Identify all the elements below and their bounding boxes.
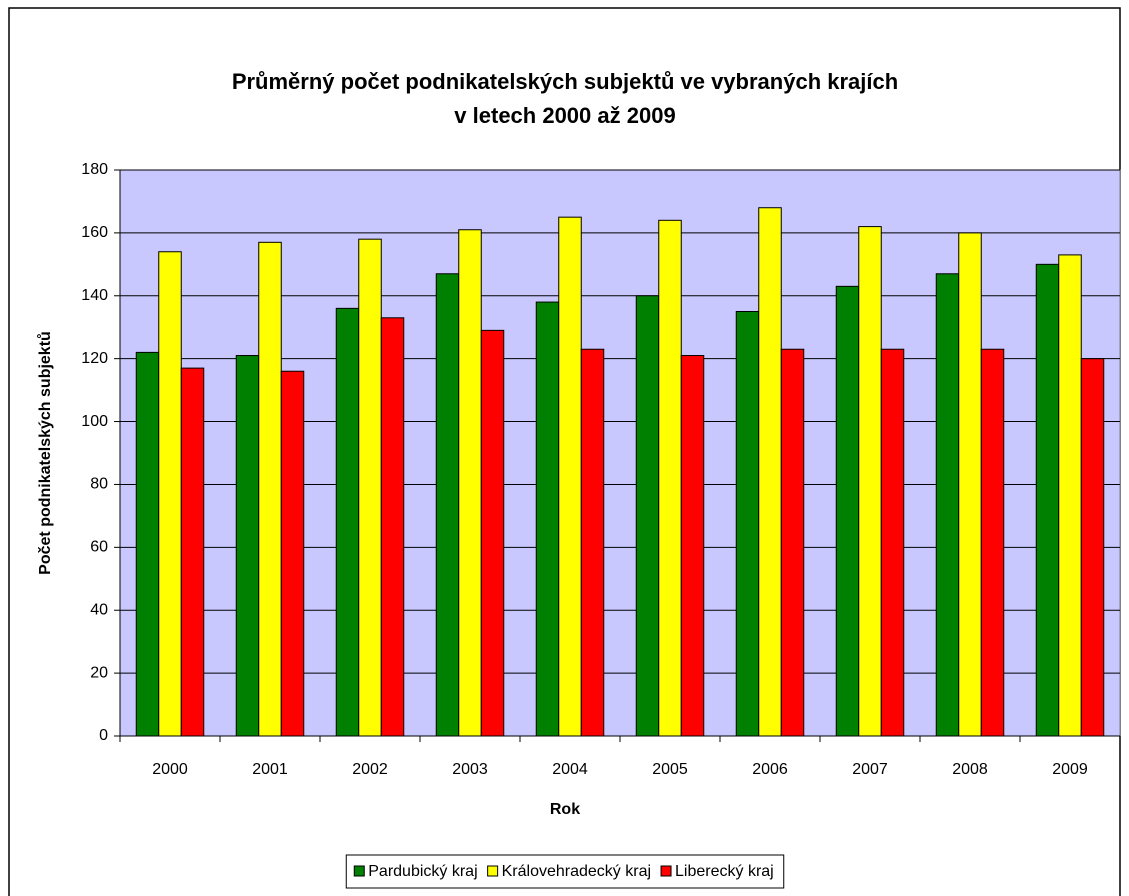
bar <box>958 232 982 737</box>
y-tick-label: 140 <box>81 287 108 304</box>
bar <box>380 317 405 737</box>
bar <box>780 348 805 737</box>
bar <box>635 295 660 737</box>
legend-label: Pardubický kraj <box>368 863 477 880</box>
x-tick-label: 2002 <box>352 761 388 778</box>
bar <box>535 301 560 737</box>
bar <box>558 216 582 737</box>
bar <box>1080 358 1105 737</box>
y-tick-label: 80 <box>90 476 108 493</box>
x-tick-label: 2006 <box>752 761 788 778</box>
x-tick-label: 2005 <box>652 761 688 778</box>
x-tick-label: 2001 <box>252 761 288 778</box>
x-tick-label: 2008 <box>952 761 988 778</box>
bar <box>458 229 482 737</box>
y-tick-label: 100 <box>81 413 108 430</box>
y-tick-label: 20 <box>90 664 108 681</box>
bar <box>480 329 505 737</box>
chart-title: v letech 2000 až 2009 <box>454 103 675 128</box>
bar <box>435 273 460 737</box>
y-tick-label: 40 <box>90 601 108 618</box>
x-tick-label: 2004 <box>552 761 588 778</box>
x-tick-label: 2000 <box>152 761 188 778</box>
y-tick-label: 0 <box>99 727 108 744</box>
bar <box>858 226 882 737</box>
x-axis-title: Rok <box>550 801 580 818</box>
bar <box>935 273 960 737</box>
bar <box>180 367 205 737</box>
chart-title: Průměrný počet podnikatelských subjektů … <box>232 69 898 94</box>
bar <box>735 311 760 737</box>
legend-label: Liberecký kraj <box>675 863 774 880</box>
bar <box>135 351 160 737</box>
bar <box>980 348 1005 737</box>
x-tick-label: 2007 <box>852 761 888 778</box>
y-tick-label: 180 <box>81 161 108 178</box>
y-axis-title: Počet podnikatelských subjektů <box>37 331 54 575</box>
legend-swatch <box>660 865 672 877</box>
y-tick-label: 60 <box>90 539 108 556</box>
bar <box>758 207 782 737</box>
bar <box>158 251 182 737</box>
y-tick-label: 160 <box>81 224 108 241</box>
legend-swatch <box>353 865 365 877</box>
legend-swatch <box>487 865 499 877</box>
bar <box>835 285 860 737</box>
bar <box>680 355 705 737</box>
bar <box>280 370 305 737</box>
bar <box>658 219 682 737</box>
bar <box>1058 254 1082 737</box>
legend-label: Královehradecký kraj <box>502 863 651 880</box>
bar <box>580 348 605 737</box>
bar <box>258 241 282 737</box>
bar <box>1035 263 1060 737</box>
y-tick-label: 120 <box>81 350 108 367</box>
bar <box>358 238 382 737</box>
bar <box>335 307 360 737</box>
x-tick-label: 2009 <box>1052 761 1088 778</box>
legend <box>345 854 785 889</box>
bar <box>880 348 905 737</box>
bar <box>235 355 260 737</box>
x-tick-label: 2003 <box>452 761 488 778</box>
